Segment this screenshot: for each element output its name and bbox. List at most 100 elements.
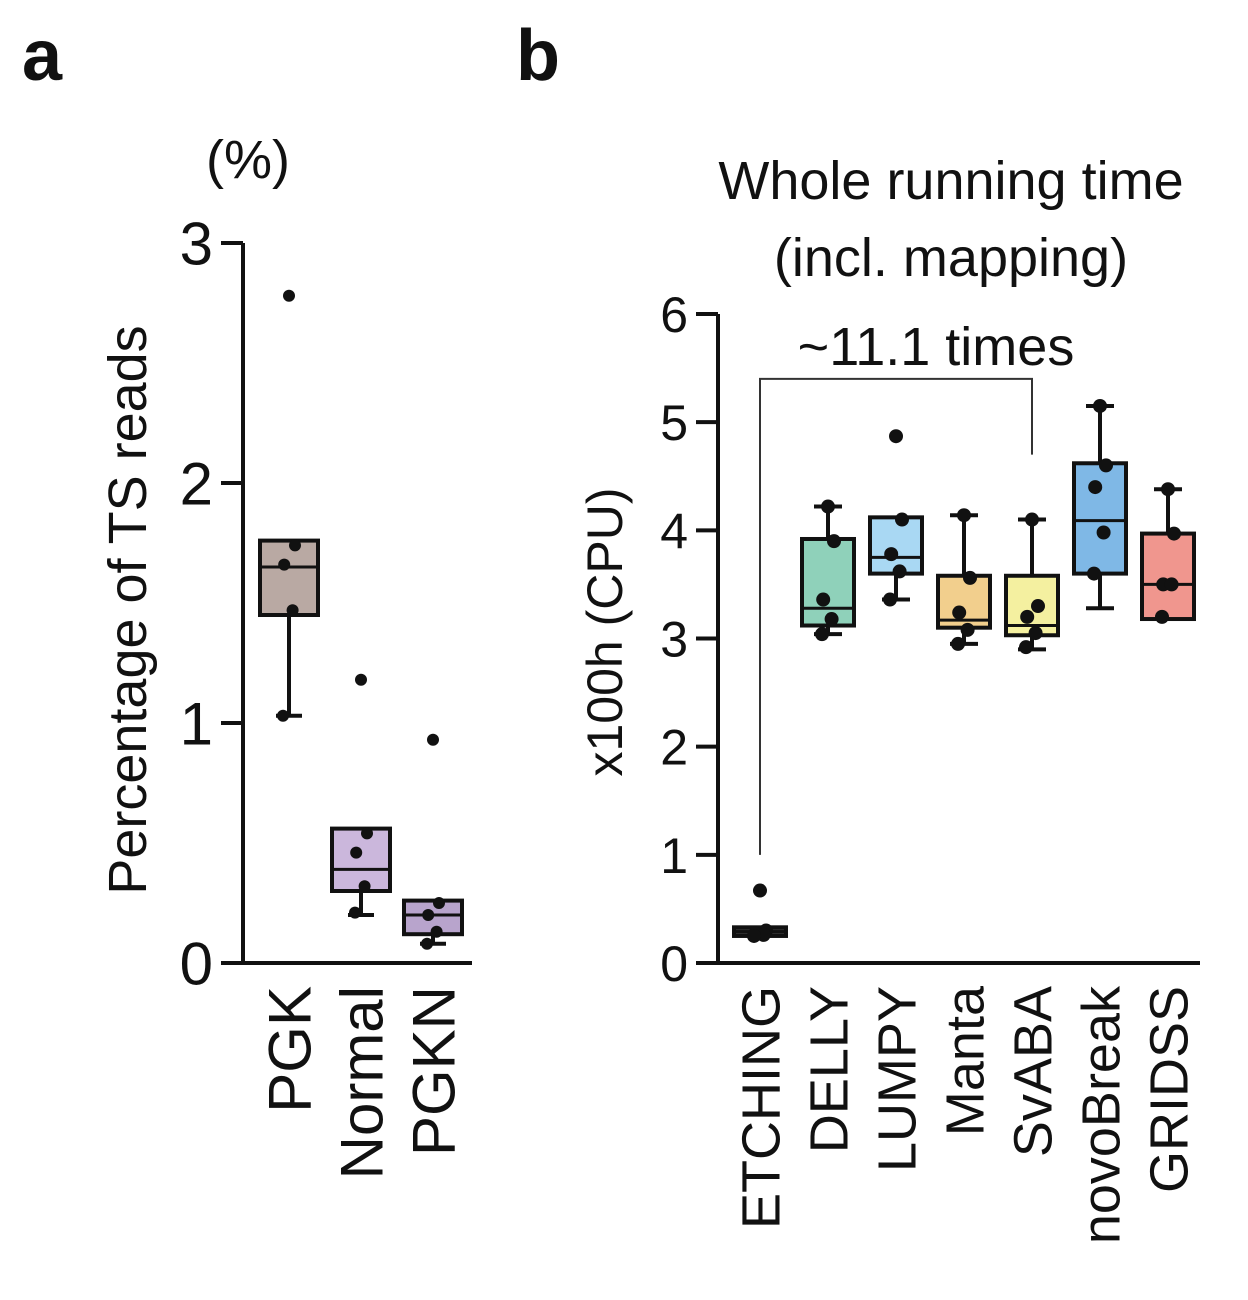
normal-data-point xyxy=(358,880,371,893)
pgkn-data-point xyxy=(421,937,433,950)
panel-b-x-tick-label-etching: ETCHING xyxy=(731,986,791,1229)
manta-data-point xyxy=(960,622,975,637)
delly-box xyxy=(800,536,856,628)
svaba-data-point xyxy=(1019,640,1033,655)
panel-a-y-tick-label: 2 xyxy=(180,451,213,518)
delly-data-point xyxy=(816,592,831,607)
lumpy-data-point xyxy=(883,592,897,607)
manta-data-point xyxy=(951,636,965,651)
panel-a-y-tick-label: 1 xyxy=(180,691,213,758)
panel-b-y-tick-label: 3 xyxy=(660,612,688,668)
panel-a-x-tick-label-pgk: PGK xyxy=(257,986,324,1113)
panel-a-boxes xyxy=(258,289,464,950)
gridss-data-point xyxy=(1164,577,1179,592)
lumpy-data-point xyxy=(892,564,907,579)
novobreak-box xyxy=(1072,461,1128,576)
panel-a-box-group-pgkn xyxy=(402,733,464,950)
etching-data-point xyxy=(753,883,767,898)
panel-b-chart: Whole running time (incl. mapping) x100h… xyxy=(577,151,1200,1244)
delly-data-point xyxy=(815,627,829,642)
panel-b-x-tick-label-manta: Manta xyxy=(935,985,995,1136)
panel-b-y-tick-label: 2 xyxy=(660,720,688,776)
pgkn-data-point xyxy=(433,897,445,909)
panel-b-title-line-1: Whole running time xyxy=(718,151,1183,211)
panel-b-y-tick-label: 4 xyxy=(660,503,688,559)
pgkn-data-point xyxy=(430,925,443,938)
novobreak-data-point xyxy=(1099,458,1113,473)
panel-a-chart: (%) Percentage of TS reads 0 1 2 3 PGK Norma… xyxy=(98,130,472,1179)
panel-a-x-tick-label-normal: Normal xyxy=(329,986,396,1179)
lumpy-box xyxy=(868,515,924,576)
manta-data-point xyxy=(957,508,971,523)
svaba-data-point xyxy=(1031,599,1045,614)
panel-b-box-group-manta xyxy=(936,508,992,651)
panel-b-y-tick-label: 1 xyxy=(660,828,688,884)
manta-data-point xyxy=(952,605,967,620)
panel-a-label: a xyxy=(22,16,63,96)
pgk-box xyxy=(258,538,320,617)
comparison-bracket xyxy=(759,377,1033,855)
pgk-data-point xyxy=(289,539,301,552)
panel-b-label: b xyxy=(516,16,560,96)
novobreak-data-point xyxy=(1087,566,1101,581)
lumpy-data-point xyxy=(895,512,909,527)
panel-a-y-axis-label: Percentage of TS reads xyxy=(98,325,158,894)
svaba-data-point xyxy=(1025,512,1039,527)
normal-data-point xyxy=(350,846,363,859)
panel-b-x-tick-label-delly: DELLY xyxy=(799,986,859,1153)
panel-b-y-tick-label: 5 xyxy=(660,395,688,451)
gridss-data-point xyxy=(1155,609,1169,624)
panel-b-x-tick-label-svaba: SvABA xyxy=(1003,986,1063,1157)
panel-b-box-group-svaba xyxy=(1004,512,1060,655)
normal-data-point xyxy=(349,906,361,919)
normal-data-point xyxy=(355,673,367,686)
panel-a-y-tick-label: 3 xyxy=(180,211,213,278)
novobreak-data-point xyxy=(1096,525,1111,540)
pgk-data-point xyxy=(283,289,295,302)
panel-b-box-group-lumpy xyxy=(868,429,924,607)
svaba-data-point xyxy=(1028,626,1043,641)
comparison-annotation: ~11.1 times xyxy=(798,317,1075,377)
novobreak-data-point xyxy=(1093,398,1107,413)
panel-a-unit-label: (%) xyxy=(206,130,290,190)
panel-a-y-tick-label: 0 xyxy=(180,931,213,998)
panel-b-y-tick-label: 0 xyxy=(660,936,688,992)
panel-a-x-tick-labels: PGK Normal PGKN xyxy=(257,986,468,1179)
panel-b-boxes xyxy=(732,398,1196,943)
panel-b-box-group-delly xyxy=(800,499,856,642)
lumpy-data-point xyxy=(884,547,899,562)
gridss-box xyxy=(1140,531,1196,622)
pgkn-data-point xyxy=(422,909,435,921)
lumpy-data-point xyxy=(889,429,903,444)
normal-data-point xyxy=(361,827,373,840)
delly-data-point xyxy=(827,534,841,549)
panel-b-box-group-gridss xyxy=(1140,482,1196,624)
novobreak-data-point xyxy=(1088,480,1103,495)
pgk-data-point xyxy=(286,604,299,617)
delly-data-point xyxy=(821,499,835,514)
manta-data-point xyxy=(963,570,977,585)
pgk-data-point xyxy=(277,709,289,722)
panel-b-y-tick-label: 6 xyxy=(660,287,688,343)
panel-b-x-tick-label-gridss: GRIDSS xyxy=(1139,986,1199,1193)
normal-box xyxy=(330,826,392,893)
panel-a-box-group-normal xyxy=(330,673,392,919)
etching-data-point xyxy=(747,928,761,943)
panel-b-x-tick-label-lumpy: LUMPY xyxy=(867,986,927,1172)
panel-b-axes: 0 1 2 3 4 5 6 xyxy=(660,287,1200,992)
panel-b-box-group-etching xyxy=(732,883,788,943)
gridss-data-point xyxy=(1161,482,1175,497)
panel-a-x-tick-label-pgkn: PGKN xyxy=(401,986,468,1156)
pgkn-data-point xyxy=(427,733,439,746)
panel-b-y-axis-label: x100h (CPU) xyxy=(577,488,633,777)
panel-a-axes: 0 1 2 3 xyxy=(180,211,472,998)
svaba-data-point xyxy=(1020,609,1035,624)
panel-b-box-group-novobreak xyxy=(1072,398,1128,611)
pgk-data-point xyxy=(278,558,291,571)
panel-a-box-group-pgk xyxy=(258,289,320,722)
delly-data-point xyxy=(824,612,839,627)
panel-b-title-line-2: (incl. mapping) xyxy=(774,228,1128,288)
panel-b-x-tick-labels: ETCHING DELLY LUMPY Manta SvABA novoBreak GRID… xyxy=(731,985,1199,1244)
panel-b-x-tick-label-novobreak: novoBreak xyxy=(1071,985,1131,1244)
